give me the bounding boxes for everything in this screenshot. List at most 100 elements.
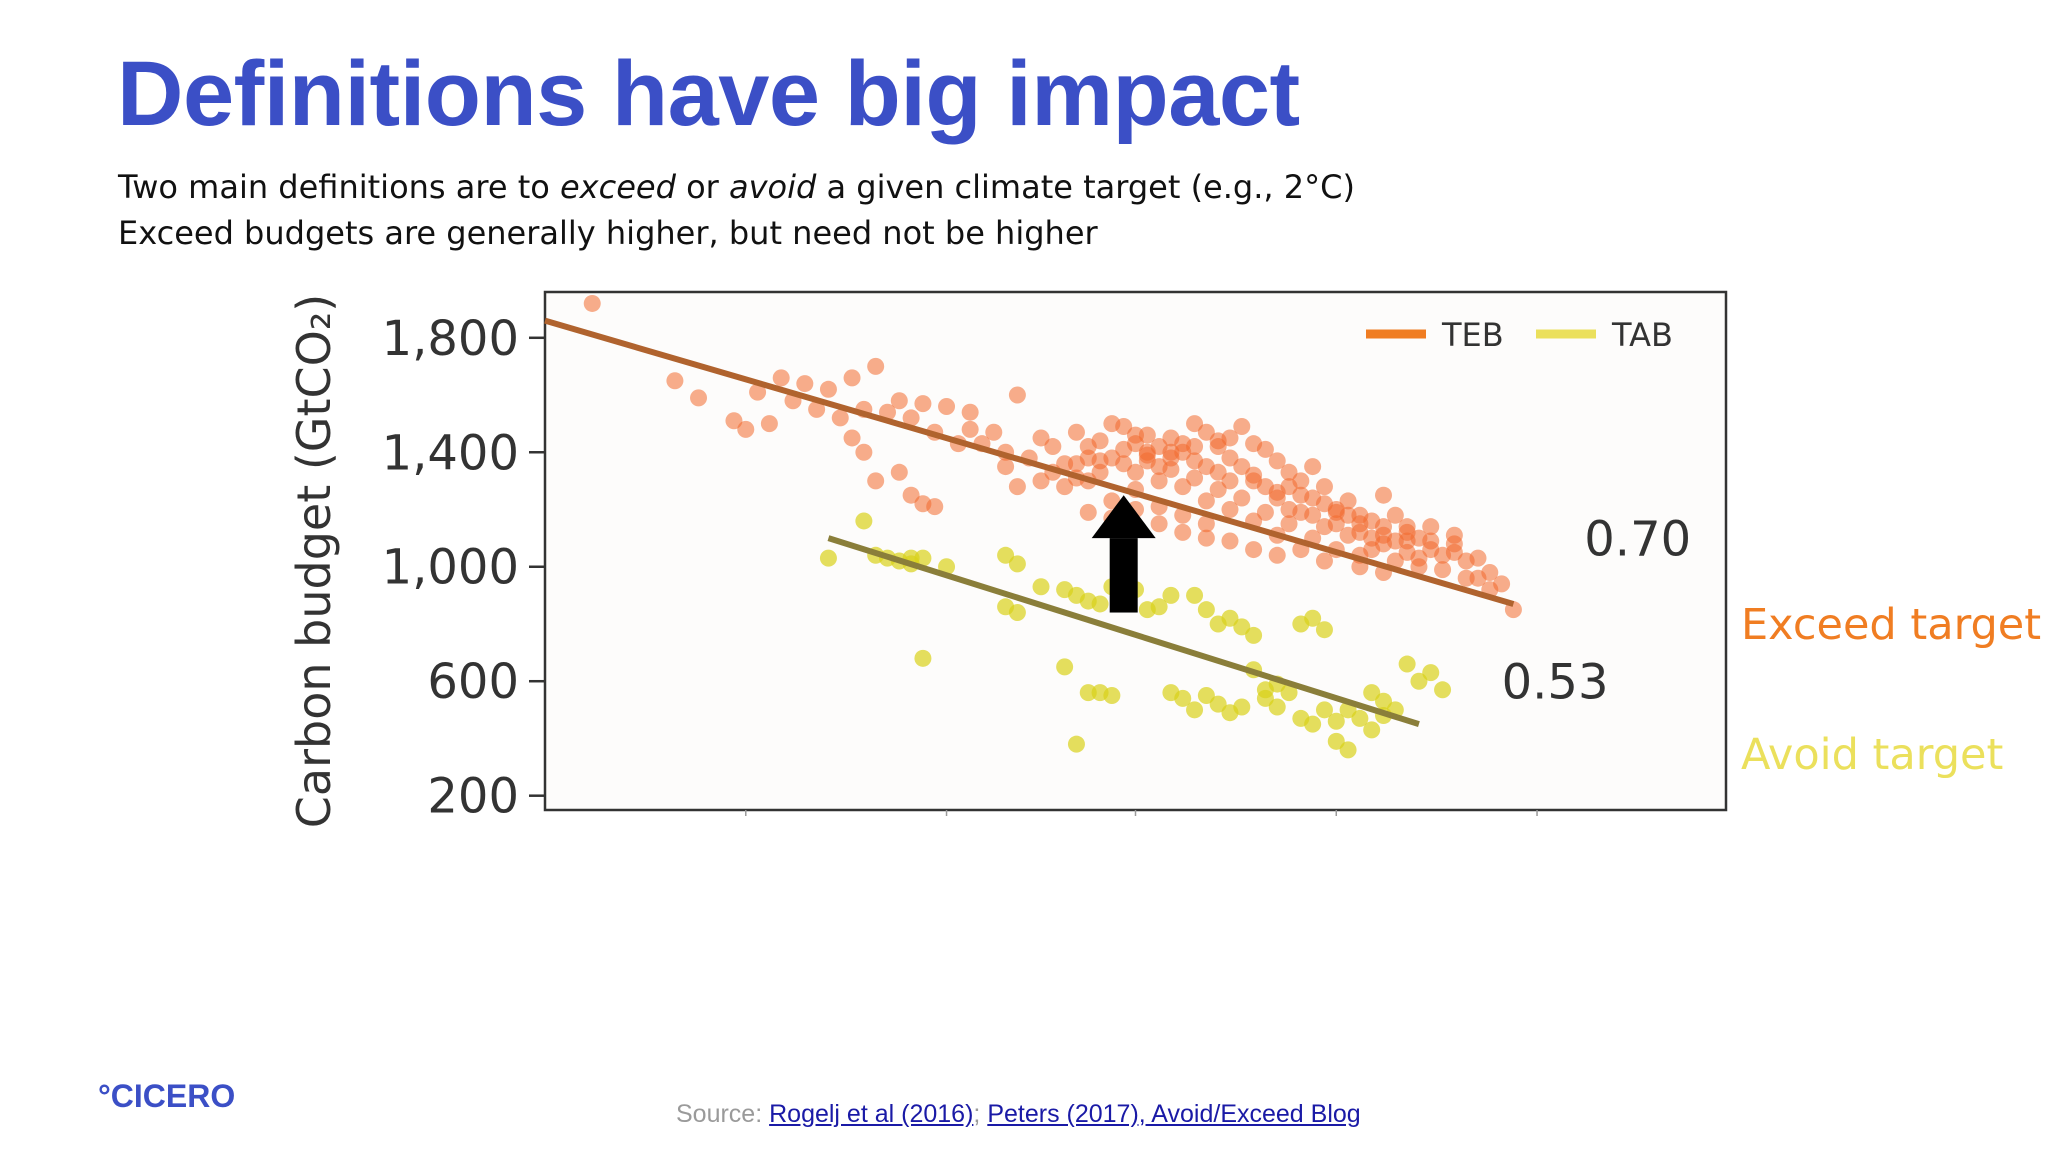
teb-point-112 <box>1422 518 1440 536</box>
slide-subtitle: Two main definitions are to exceed or av… <box>118 164 1355 256</box>
source-link-rogelj[interactable]: Rogelj et al (2016) <box>769 1100 974 1128</box>
teb-point-23 <box>760 415 778 433</box>
teb-point-19 <box>808 400 826 418</box>
tab-point-58 <box>1434 681 1452 699</box>
teb-point-154 <box>1091 463 1109 481</box>
teb-point-33 <box>843 429 861 447</box>
teb-point-27 <box>1044 438 1062 456</box>
chart-area: 1,800 1,400 1,000 600 200 Carbon budget (GtCO… <box>270 270 1750 890</box>
teb-point-4 <box>772 369 790 387</box>
teb-point-110 <box>1481 563 1499 581</box>
teb-point-2 <box>690 389 708 407</box>
tab-point-31 <box>1197 601 1215 619</box>
teb-point-108 <box>1434 561 1452 579</box>
arrow-shaft <box>1109 538 1138 613</box>
teb-point-11 <box>938 397 956 415</box>
teb-point-131 <box>1209 463 1227 481</box>
teb-point-139 <box>1280 501 1298 519</box>
tab-point-38 <box>1186 701 1204 719</box>
teb-point-12 <box>961 403 979 421</box>
teb-point-151 <box>1127 435 1144 453</box>
teb-point-34 <box>855 443 873 461</box>
teb-fit-line <box>544 317 1515 607</box>
teb-point-134 <box>1221 449 1239 467</box>
source-link-peters[interactable]: Peters (2017), Avoid/Exceed Blog <box>987 1100 1361 1128</box>
teb-point-44 <box>1115 418 1133 436</box>
tab-point-13 <box>1008 604 1026 622</box>
tab-point-14 <box>1032 578 1050 596</box>
label-avoid-target: Avoid target <box>1741 730 2004 780</box>
tab-point-44 <box>1268 698 1286 716</box>
teb-point-13 <box>1008 386 1026 404</box>
source-prefix: Source: <box>676 1100 770 1128</box>
label-exceed-target: Exceed target <box>1741 600 2042 650</box>
teb-point-32 <box>926 498 944 516</box>
tab-point-47 <box>1304 715 1322 733</box>
teb-point-114 <box>1469 549 1487 567</box>
teb-point-57 <box>1268 452 1286 470</box>
teb-point-50 <box>1186 415 1204 433</box>
teb-point-176 <box>1351 506 1369 524</box>
subtitle-text-1: Two main definitions are to <box>118 168 560 206</box>
tab-point-35 <box>1245 626 1263 644</box>
tab-point-42 <box>1233 698 1251 716</box>
teb-point-164 <box>1174 523 1192 541</box>
tab-point-51 <box>1351 709 1369 727</box>
teb-point-160 <box>1079 503 1097 521</box>
teb-point-170 <box>1186 438 1204 456</box>
teb-point-7 <box>843 369 861 387</box>
teb-point-157 <box>1032 472 1050 490</box>
source-separator: ; <box>973 1100 988 1128</box>
tab-point-37 <box>1174 689 1192 707</box>
teb-point-113 <box>1445 526 1463 544</box>
tab-point-0 <box>819 549 837 567</box>
subtitle-emphasis-exceed: exceed <box>559 168 676 206</box>
teb-point-60 <box>1304 458 1322 476</box>
teb-point-82 <box>1280 515 1298 533</box>
teb-point-174 <box>1304 489 1322 507</box>
tab-point-11 <box>1008 555 1026 573</box>
teb-point-165 <box>1197 529 1215 547</box>
teb-point-132 <box>1162 429 1180 447</box>
y-tick-label-0: 1,800 <box>382 311 519 367</box>
teb-point-169 <box>1209 432 1227 450</box>
tab-point-39 <box>1197 687 1215 705</box>
annotation-tab: 0.53 <box>1502 654 1609 710</box>
teb-point-51 <box>1197 423 1215 441</box>
y-axis-label: Carbon budget (GtCO₂) <box>287 294 341 828</box>
tab-point-40 <box>1209 695 1227 713</box>
teb-point-121 <box>1221 501 1239 519</box>
teb-point-84 <box>1233 489 1251 507</box>
tab-point-67 <box>1363 721 1381 739</box>
y-tick-label-1: 1,400 <box>382 425 519 481</box>
slide-title: Definitions have big impact <box>117 43 1300 145</box>
tab-point-10 <box>997 546 1015 564</box>
tab-point-61 <box>1315 621 1333 639</box>
teb-point-153 <box>1115 455 1133 473</box>
arrow-head <box>1091 495 1156 539</box>
teb-point-9 <box>890 392 908 410</box>
tab-point-55 <box>1398 655 1416 673</box>
tab-fit-line <box>827 535 1420 728</box>
teb-point-166 <box>1221 532 1239 550</box>
tab-point-28 <box>1103 687 1121 705</box>
tab-point-8 <box>914 649 932 667</box>
teb-point-152 <box>1138 426 1156 444</box>
teb-point-22 <box>737 420 755 438</box>
y-tick-label-3: 600 <box>427 654 519 710</box>
tab-point-29 <box>1067 735 1085 753</box>
teb-point-138 <box>1268 489 1286 507</box>
teb-point-135 <box>1233 458 1251 476</box>
teb-point-38 <box>1032 429 1050 447</box>
teb-point-124 <box>1150 472 1168 490</box>
teb-point-172 <box>1138 446 1156 464</box>
teb-point-87 <box>1162 460 1180 478</box>
teb-point-56 <box>1256 440 1274 458</box>
teb-point-177 <box>1375 518 1393 536</box>
teb-point-5 <box>796 375 814 393</box>
tab-point-23 <box>1150 598 1168 616</box>
teb-point-148 <box>1386 532 1404 550</box>
teb-point-141 <box>1304 506 1322 524</box>
teb-point-98 <box>1197 492 1215 510</box>
teb-point-54 <box>1233 418 1251 436</box>
